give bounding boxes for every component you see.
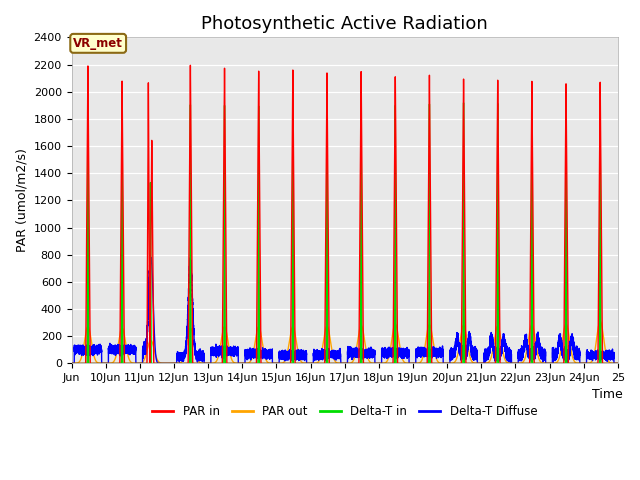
Y-axis label: PAR (umol/m2/s): PAR (umol/m2/s): [15, 148, 28, 252]
Title: Photosynthetic Active Radiation: Photosynthetic Active Radiation: [202, 15, 488, 33]
Legend: PAR in, PAR out, Delta-T in, Delta-T Diffuse: PAR in, PAR out, Delta-T in, Delta-T Dif…: [147, 400, 542, 423]
X-axis label: Time: Time: [591, 388, 622, 401]
Text: VR_met: VR_met: [73, 37, 123, 50]
